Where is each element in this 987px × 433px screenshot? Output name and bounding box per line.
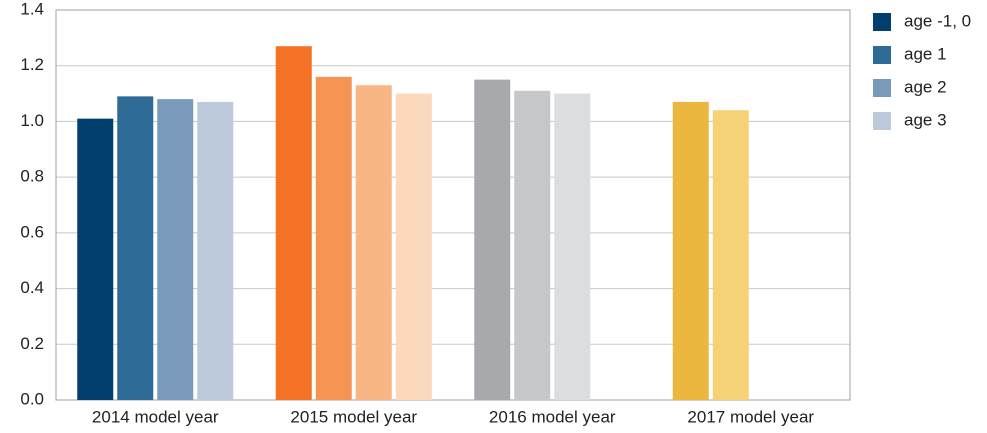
legend-swatch — [873, 13, 891, 31]
y-tick-label: 0.0 — [20, 389, 44, 408]
x-tick-label: 2014 model year — [92, 407, 219, 426]
bar — [197, 101, 234, 400]
y-tick-label: 1.4 — [20, 0, 44, 18]
bar — [554, 93, 591, 401]
legend-label: age 2 — [904, 77, 947, 96]
bar — [315, 76, 352, 400]
y-tick-label: 0.8 — [20, 167, 44, 186]
y-tick-label: 0.6 — [20, 222, 44, 241]
bar — [355, 85, 392, 400]
legend-label: age -1, 0 — [904, 11, 971, 30]
x-tick-label: 2015 model year — [290, 407, 417, 426]
bar — [474, 79, 511, 401]
x-tick-label: 2016 model year — [489, 407, 616, 426]
legend-swatch — [873, 79, 891, 97]
legend-swatch — [873, 112, 891, 130]
legend-label: age 3 — [904, 110, 947, 129]
bar — [275, 46, 312, 400]
bar — [77, 118, 114, 401]
plot-border — [55, 9, 851, 401]
bar — [157, 99, 194, 401]
legend-swatch — [873, 46, 891, 64]
y-tick-label: 0.2 — [20, 334, 44, 353]
bar — [117, 96, 154, 400]
x-tick-label: 2017 model year — [687, 407, 814, 426]
bar — [514, 90, 551, 401]
bar — [395, 93, 432, 401]
bar — [712, 110, 749, 401]
bar — [672, 101, 709, 400]
y-tick-label: 1.0 — [20, 111, 44, 130]
y-tick-label: 0.4 — [20, 278, 44, 297]
legend-label: age 1 — [904, 44, 947, 63]
y-tick-label: 1.2 — [20, 55, 44, 74]
